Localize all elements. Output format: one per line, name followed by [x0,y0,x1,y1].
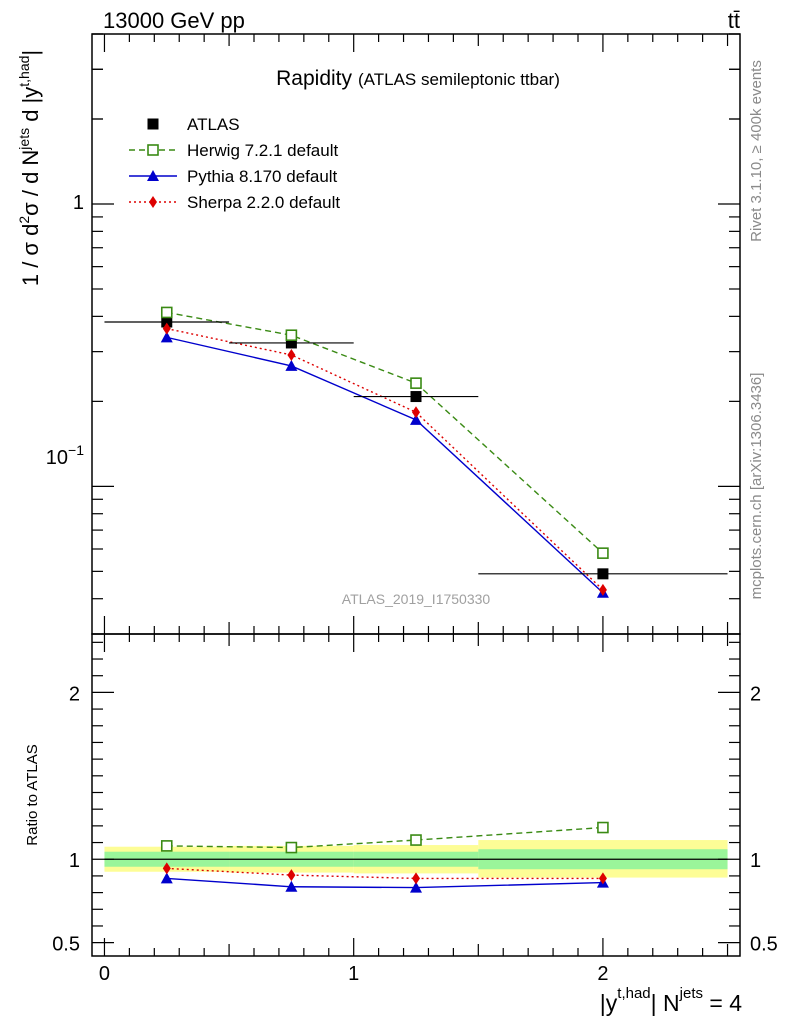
main-point-herwig-7-2-1-default-0 [160,306,173,319]
ratio-ytick-label-left-0.5: 0.5 [52,934,80,956]
mcplots-label: mcplots.cern.ch [arXiv:1306.3436] [748,373,765,600]
main-ytick-label-1: 1 [73,192,84,214]
main-point-sherpa-2-2-0-default-2 [412,406,420,419]
x-label-sup-thad: t,had [617,985,650,1002]
legend-marker-pythia-8-170-default [147,170,159,181]
xtick-label-0: 0 [99,963,110,985]
ratio-point-herwig-7-2-1-default-0 [160,840,173,852]
main-point-pythia-8-170-default-2 [410,413,422,425]
legend-marker-sherpa-2-2-0-default [149,196,157,208]
main-title-text: Rapidity [276,67,352,90]
main-error-bars [104,321,728,575]
ratio-line-pythia-8-170-default [166,877,603,889]
main-point-herwig-7-2-1-default-2 [410,377,422,389]
ratio-ytick-label-left-2: 2 [69,683,80,705]
ratio-point-sherpa-2-2-0-default-2 [412,872,420,885]
y-label-part-3: d |y [18,87,43,128]
legend-label-herwig-7-2-1-default: Herwig 7.2.1 default [187,141,338,160]
x-label-part-3: = 4 [703,990,742,1016]
y-label-part-4: | [18,50,43,56]
ratio-series-lines [166,826,603,889]
ratio-point-sherpa-2-2-0-default-0 [162,862,171,875]
process-label: tt̄ [728,8,740,33]
y-label-sup-thad: t,had [16,56,32,87]
ratio-point-herwig-7-2-1-default-1 [285,841,298,854]
ratio-uncertainty-bands [104,840,728,878]
y-label-part-2: σ / d N [18,150,43,216]
x-label-part-1: |y [600,990,618,1016]
main-point-herwig-7-2-1-default-3 [597,547,609,559]
ratio-point-pythia-8-170-default-2 [410,881,422,893]
rivet-label: Rivet 3.1.10, ≥ 400k events [748,60,765,242]
analysis-id-label: ATLAS_2019_I1750330 [342,591,491,607]
legend-label-atlas: ATLAS [187,115,240,134]
energy-label: 13000 GeV pp [103,8,245,33]
main-panel: Rapidity (ATLAS semileptonic ttbar) ATLAS… [16,33,741,635]
ratio-ytick-label-right-0.5: 0.5 [750,934,778,956]
x-label-sup-jets: jets [679,985,703,1002]
legend-label-pythia-8-170-default: Pythia 8.170 default [187,167,338,186]
y-label-sup-2: 2 [16,216,32,224]
ratio-y-axis-label: Ratio to ATLAS [24,744,41,845]
main-point-pythia-8-170-default-1 [285,359,298,371]
ratio-axis-ticks [92,634,740,956]
ratio-ytick-label-left-1: 1 [69,850,80,872]
x-label-part-2: | N [651,990,680,1016]
legend-marker-herwig-7-2-1-default [147,144,159,156]
main-line-herwig-7-2-1-default [166,311,604,554]
y-label-part-1: 1 / σ d [18,224,43,287]
ratio-point-pythia-8-170-default-1 [285,880,298,892]
xtick-label-1: 1 [348,963,359,985]
legend-marker-atlas [147,118,159,130]
main-y-axis-label: 1 / σ d2σ / d Njets d |yt,had| [16,50,43,286]
ratio-line-herwig-7-2-1-default [166,826,603,849]
ratio-plot-frame [91,633,741,957]
ratio-point-pythia-8-170-default-0 [160,872,173,884]
main-line-pythia-8-170-default [166,336,604,594]
legend: ATLAS Herwig 7.2.1 default Pythia 8.170 de… [129,115,340,212]
main-point-sherpa-2-2-0-default-3 [598,583,607,596]
main-point-sherpa-2-2-0-default-0 [162,322,171,335]
xtick-label-2: 2 [597,963,608,985]
main-point-atlas-2 [410,391,422,403]
ratio-point-sherpa-2-2-0-default-1 [287,869,296,882]
ytick-0.1-exponent: −1 [68,442,84,458]
main-title: Rapidity (ATLAS semileptonic ttbar) [276,67,560,90]
main-subtitle-text: (ATLAS semileptonic ttbar) [358,70,560,89]
main-ytick-label-0.1: 10−1 [46,442,84,469]
ratio-point-herwig-7-2-1-default-3 [597,821,609,834]
y-label-sup-jets: jets [16,128,32,151]
main-series-lines [166,311,604,594]
ratio-tick-labels: 0.5 0.5 1 1 2 2 0 1 2 [52,683,778,985]
main-point-sherpa-2-2-0-default-1 [287,348,296,361]
main-point-pythia-8-170-default-0 [160,331,173,343]
ratio-series-markers [160,821,609,893]
main-line-sherpa-2-2-0-default [166,327,604,591]
legend-label-sherpa-2-2-0-default: Sherpa 2.2.0 default [187,193,340,212]
main-point-herwig-7-2-1-default-1 [285,329,298,342]
main-series-markers [160,306,609,598]
ratio-point-herwig-7-2-1-default-2 [410,834,422,846]
ytick-0.1-base: 10 [46,447,68,469]
main-point-atlas-0 [161,316,173,328]
main-point-atlas-1 [285,337,297,349]
x-axis-label: |yt,had| Njets = 4 [600,985,742,1016]
ratio-panel: 0.5 0.5 1 1 2 2 0 1 2 Ratio to ATLAS |yt,had| Nj… [24,633,778,1016]
ratio-ytick-label-right-2: 2 [750,683,761,705]
main-point-atlas-3 [597,568,609,580]
ratio-point-sherpa-2-2-0-default-3 [598,872,607,885]
ratio-ytick-label-right-1: 1 [750,850,761,872]
